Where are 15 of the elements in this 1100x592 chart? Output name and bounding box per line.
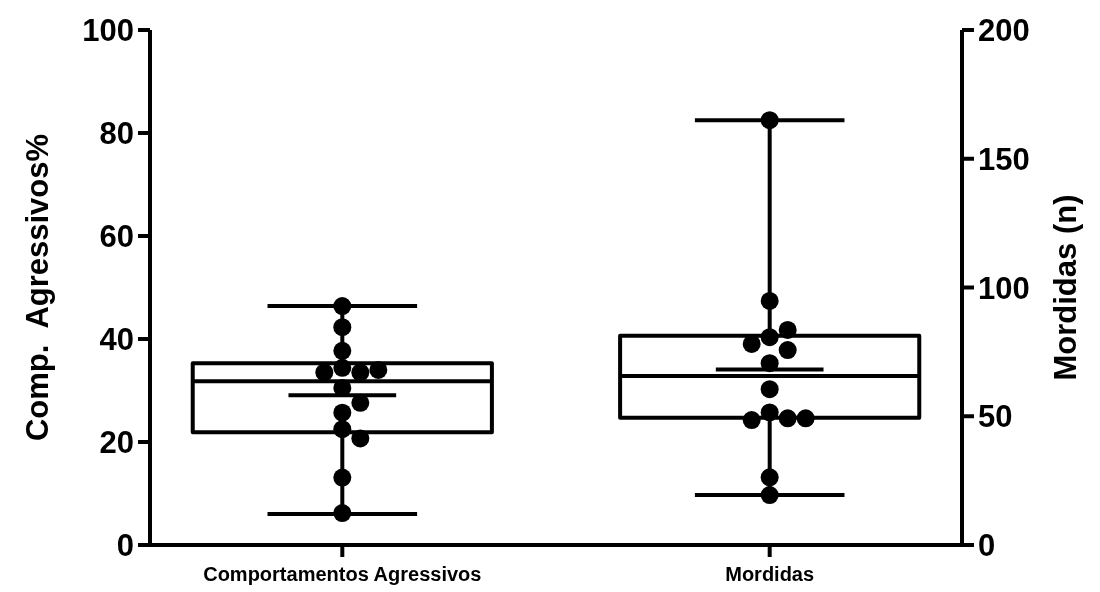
y2-axis-title: Mordidas (n): [1048, 194, 1083, 381]
y-tick-label: 80: [99, 116, 134, 152]
y2-tick-label: 150: [978, 141, 1030, 177]
y2-tick-label: 0: [978, 528, 996, 564]
y2-tick-label: 200: [978, 13, 1030, 49]
y-tick-label: 100: [82, 13, 134, 49]
y-tick-label: 0: [116, 528, 134, 564]
x-tick-label: Comportamentos Agressivos: [203, 563, 482, 585]
y-tick-label: 60: [99, 219, 134, 255]
y2-tick-label: 100: [978, 270, 1030, 306]
x-tick-label: Mordidas: [725, 563, 815, 585]
y-tick-label: 20: [99, 425, 134, 461]
y2-tick-label: 50: [978, 399, 1013, 435]
y-axis-title: Comp. Agressivos%: [20, 133, 55, 442]
y-tick-label: 40: [99, 322, 134, 358]
